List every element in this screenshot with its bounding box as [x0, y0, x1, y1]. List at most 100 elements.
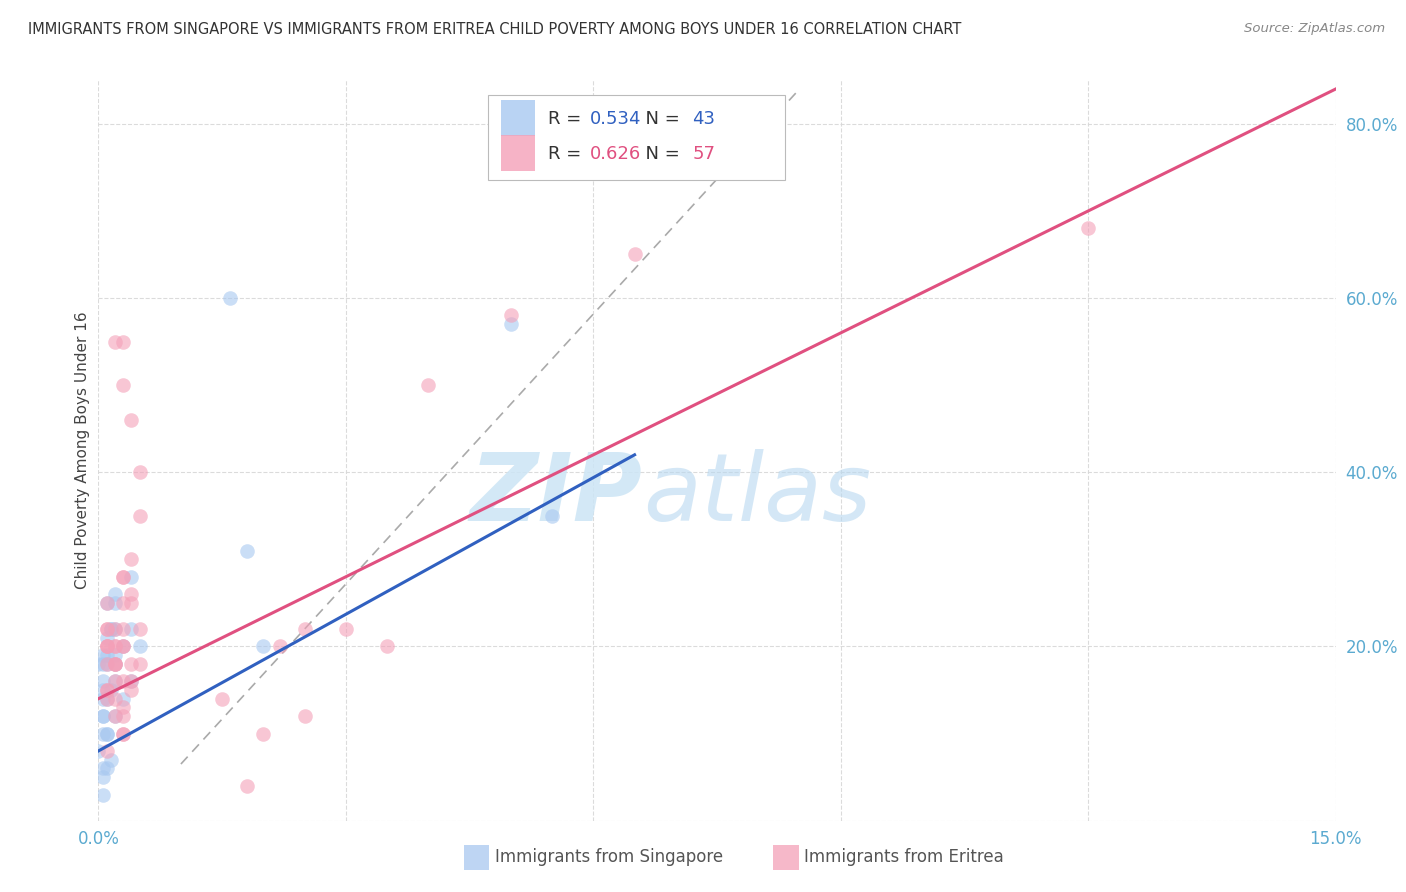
Point [96, 648, 118, 662]
Point [294, 622, 316, 636]
Point [112, 570, 135, 584]
Point [294, 709, 316, 723]
Point [335, 622, 357, 636]
Point [120, 683, 142, 698]
Point [112, 570, 135, 584]
Point [104, 674, 127, 689]
Point [91, 709, 114, 723]
Text: 0.626: 0.626 [589, 145, 641, 162]
Point [96, 640, 118, 654]
Point [104, 648, 127, 662]
Point [120, 570, 142, 584]
Point [100, 683, 122, 698]
Point [100, 622, 122, 636]
Point [96, 622, 118, 636]
Point [623, 247, 645, 261]
Text: R =: R = [547, 110, 586, 128]
Text: ZIP: ZIP [470, 449, 643, 541]
Point [96, 726, 118, 740]
Point [112, 640, 135, 654]
Point [120, 413, 142, 427]
Point [104, 334, 127, 349]
Point [104, 657, 127, 671]
Point [91, 691, 114, 706]
Text: atlas: atlas [643, 450, 872, 541]
Point [96, 596, 118, 610]
Point [104, 657, 127, 671]
Point [120, 552, 142, 566]
Point [112, 622, 135, 636]
Point [112, 596, 135, 610]
Text: IMMIGRANTS FROM SINGAPORE VS IMMIGRANTS FROM ERITREA CHILD POVERTY AMONG BOYS UN: IMMIGRANTS FROM SINGAPORE VS IMMIGRANTS … [28, 22, 962, 37]
Bar [501, 100, 536, 136]
Point [120, 674, 142, 689]
Y-axis label: Child Poverty Among Boys Under 16: Child Poverty Among Boys Under 16 [75, 311, 90, 590]
Text: N =: N = [634, 145, 686, 162]
Point [96, 761, 118, 775]
Point [104, 709, 127, 723]
Text: 57: 57 [692, 145, 716, 162]
Point [128, 640, 150, 654]
Point [112, 378, 135, 392]
Text: 43: 43 [692, 110, 716, 128]
FancyBboxPatch shape [488, 95, 785, 180]
Point [128, 622, 150, 636]
Point [96, 657, 118, 671]
Point [104, 587, 127, 601]
Point [499, 317, 522, 331]
Point [120, 622, 142, 636]
Point [112, 640, 135, 654]
Point [91, 674, 114, 689]
Point [418, 378, 440, 392]
Point [112, 700, 135, 714]
Point [91, 709, 114, 723]
Text: R =: R = [547, 145, 586, 162]
Point [87, 657, 110, 671]
Point [104, 622, 127, 636]
Point [112, 726, 135, 740]
Point [104, 709, 127, 723]
Point [128, 508, 150, 523]
Point [1077, 221, 1099, 235]
Point [112, 709, 135, 723]
Point [104, 596, 127, 610]
Point [252, 640, 274, 654]
Point [375, 640, 398, 654]
Point [96, 691, 118, 706]
Point [91, 761, 114, 775]
Point [104, 622, 127, 636]
Point [100, 753, 122, 767]
Point [104, 691, 127, 706]
Point [96, 657, 118, 671]
Text: 0.534: 0.534 [589, 110, 641, 128]
Point [120, 587, 142, 601]
Point [112, 691, 135, 706]
Point [104, 657, 127, 671]
Text: N =: N = [634, 110, 686, 128]
Point [120, 657, 142, 671]
Point [96, 691, 118, 706]
Point [236, 779, 259, 793]
Point [104, 674, 127, 689]
Point [96, 596, 118, 610]
Point [120, 596, 142, 610]
Point [87, 744, 110, 758]
Bar [501, 135, 536, 170]
Point [541, 508, 564, 523]
Text: Immigrants from Singapore: Immigrants from Singapore [495, 848, 723, 866]
Point [128, 657, 150, 671]
Point [112, 334, 135, 349]
Point [91, 726, 114, 740]
Point [91, 648, 114, 662]
Text: Source: ZipAtlas.com: Source: ZipAtlas.com [1244, 22, 1385, 36]
Point [269, 640, 291, 654]
Point [91, 770, 114, 784]
Point [91, 683, 114, 698]
Point [112, 726, 135, 740]
Point [128, 465, 150, 479]
Point [211, 691, 233, 706]
Point [112, 674, 135, 689]
Point [219, 291, 242, 305]
Point [96, 744, 118, 758]
Point [104, 640, 127, 654]
